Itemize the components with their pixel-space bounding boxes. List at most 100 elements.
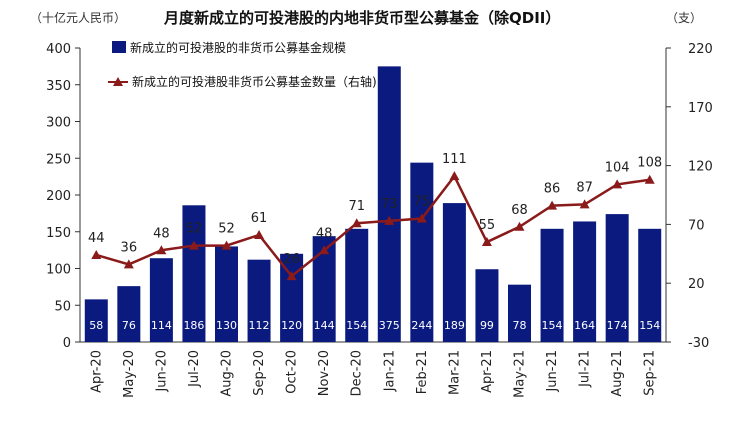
bar-value-label: 375 [379,319,400,332]
left-tick-label: 400 [46,42,71,57]
line-marker [449,171,460,181]
x-axis-labels: Apr-20 May-20 Jun-20 Jul-20 Aug-20 Sep-20 Oct-… [89,350,657,398]
left-tick-label: 0 [63,336,71,351]
bar [442,203,466,342]
x-tick-label: Aug-21 [610,350,625,397]
bar-value-label: 78 [513,319,527,332]
bar-value-label: 244 [411,319,432,332]
bar-value-label: 174 [607,319,628,332]
x-tick-label: Oct-20 [285,350,300,394]
line-value-label: 71 [348,199,365,214]
bar [345,228,369,342]
x-tick-label: May-21 [513,350,528,398]
series-line [95,173,650,278]
x-tick-label: Nov-20 [317,350,332,396]
x-tick-label: Sep-21 [643,350,658,396]
line-marker [91,249,102,259]
line-marker [123,259,134,269]
left-tick-label: 250 [46,152,71,167]
line-value-label: 61 [251,211,268,226]
left-tick-label: 200 [46,189,71,204]
right-tick-label: 70 [688,218,705,233]
line-marker [286,271,297,281]
right-tick-label: 120 [688,160,713,175]
bar-value-label: 154 [542,319,563,332]
line-value-label: 55 [479,218,496,233]
bar [540,228,564,342]
x-tick-label: Jul-20 [187,350,202,388]
line-marker [351,218,362,228]
left-tick-label: 50 [54,299,71,314]
x-tick-label: Apr-20 [89,350,104,393]
bar [149,258,173,342]
left-axis-unit: （十亿元人民币） [30,10,126,25]
line-value-label: 52 [218,222,235,237]
bar-value-label: 130 [216,319,237,332]
bar-value-label: 154 [346,319,367,332]
legend-bar-swatch [112,41,126,53]
chart-title: 月度新成立的可投港股的内地非货币型公募基金（除QDII） [163,9,560,27]
x-tick-label: Jul-21 [578,350,593,388]
bar [182,205,206,342]
bar-value-label: 120 [281,319,302,332]
line-value-label: 87 [576,180,593,195]
line-value-label: 48 [153,226,170,241]
x-tick-label: Jun-20 [154,350,169,393]
legend: 新成立的可投港股的非货币公募基金规模 新成立的可投港股非货币公募基金数量（右轴) [108,40,377,89]
x-tick-label: Jun-21 [545,350,560,393]
bar [573,221,597,342]
bar [312,236,336,342]
line-marker [254,229,265,239]
bar [410,162,434,342]
x-tick-label: Sep-20 [252,350,267,396]
bar-series [84,66,662,342]
legend-line-label: 新成立的可投港股非货币公募基金数量（右轴) [132,74,377,89]
line-value-label: 108 [637,156,662,171]
line-marker [384,215,395,225]
bar-value-label: 154 [639,319,660,332]
right-tick-label: 20 [688,277,705,292]
line-marker [514,221,525,231]
line-marker [319,245,330,255]
bar [84,299,108,342]
bar-value-labels: 58 76 114 186 130 112 120 144 154 375 244 189 99 78 15… [89,319,660,332]
right-tick-label: 170 [688,101,713,116]
right-axis-unit: （支） [666,11,702,25]
line-value-label: 48 [316,226,333,241]
line-series [91,171,655,281]
x-tick-label: Jan-21 [382,350,397,392]
left-tick-label: 350 [46,79,71,94]
bar [247,259,271,342]
line-marker [416,213,427,223]
bar [508,284,531,342]
left-tick-label: 300 [46,116,71,131]
x-tick-label: Mar-21 [447,350,462,395]
bar [605,214,629,342]
x-tick-label: Feb-21 [415,350,430,394]
line-marker [156,245,167,255]
x-tick-label: Aug-20 [220,350,235,397]
line-value-label: 68 [511,203,528,218]
legend-line-marker [113,77,123,86]
bar-value-label: 189 [444,319,465,332]
right-tick-label: 220 [688,42,713,57]
bar-value-label: 164 [574,319,595,332]
line-value-label: 111 [442,152,467,167]
line-marker [188,240,199,250]
line-marker [644,174,655,184]
line-value-label: 73 [381,197,398,212]
bar-value-label: 58 [89,319,103,332]
bar [638,228,662,342]
bar [475,269,499,342]
bar-value-label: 144 [314,319,335,332]
left-tick-label: 100 [46,263,71,278]
bar [280,253,304,342]
line-value-label: 26 [283,252,300,267]
left-tick-label: 150 [46,226,71,241]
x-tick-label: May-20 [122,350,137,398]
bar-value-label: 99 [480,319,494,332]
line-marker [481,237,492,247]
line-value-label: 75 [414,195,431,210]
bar [117,286,141,342]
